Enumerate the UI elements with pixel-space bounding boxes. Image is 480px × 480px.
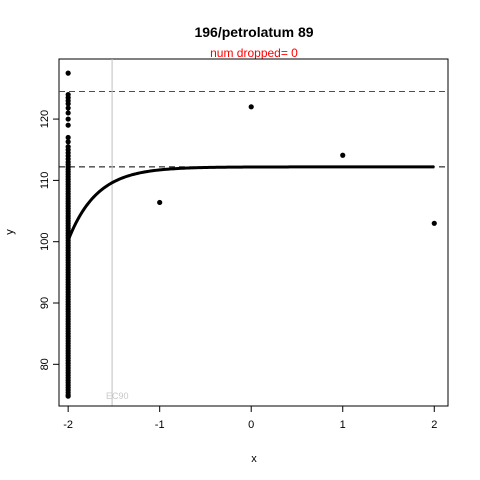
data-point	[65, 110, 71, 116]
data-point	[65, 122, 71, 128]
data-point	[248, 104, 254, 110]
reference-lines	[59, 59, 448, 406]
ec90-label: EC90	[106, 391, 129, 401]
fitted-curve-layer	[66, 165, 435, 242]
y-tick-label: 110	[39, 172, 51, 190]
data-point	[431, 220, 437, 226]
y-tick-label: 80	[39, 358, 51, 370]
y-axis-label: y	[4, 229, 16, 235]
points-layer	[65, 70, 437, 399]
x-tick-label: 1	[340, 419, 346, 431]
data-point	[65, 70, 71, 76]
data-point	[65, 101, 71, 107]
data-point	[65, 105, 71, 111]
x-tick-label: 2	[431, 419, 437, 431]
chart-title: 196/petrolatum 89	[194, 24, 313, 40]
x-tick-label: -2	[63, 419, 73, 431]
chart-subtitle: num dropped= 0	[210, 46, 298, 60]
y-tick-label: 120	[39, 110, 51, 128]
y-axis: 80 90 100 110 120	[39, 110, 60, 370]
data-point	[65, 139, 71, 145]
y-tick-label: 90	[39, 297, 51, 309]
y-tick-label: 100	[39, 233, 51, 251]
x-axis: -2 -1 0 1 2	[63, 405, 437, 431]
data-point	[65, 116, 71, 122]
data-point	[157, 199, 163, 206]
x-tick-label: 0	[248, 419, 254, 431]
x-tick-label: -1	[155, 419, 165, 431]
plot-frame	[58, 58, 449, 407]
data-point	[65, 134, 71, 141]
data-point	[340, 152, 346, 158]
x-axis-label: x	[251, 453, 257, 465]
fitted-curve	[66, 165, 435, 242]
data-point	[65, 393, 71, 399]
